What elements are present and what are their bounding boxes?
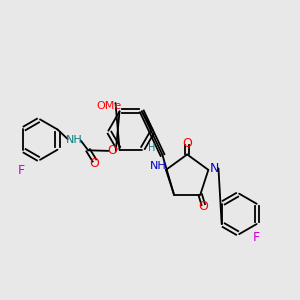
Text: N: N bbox=[210, 162, 220, 175]
Text: O: O bbox=[182, 137, 192, 150]
Text: NH: NH bbox=[150, 161, 167, 171]
Text: H: H bbox=[148, 142, 155, 153]
Text: F: F bbox=[18, 164, 25, 177]
Text: O: O bbox=[89, 158, 99, 170]
Text: O: O bbox=[198, 200, 208, 213]
Text: O: O bbox=[107, 144, 117, 158]
Text: F: F bbox=[253, 231, 260, 244]
Text: NH: NH bbox=[66, 135, 83, 145]
Text: OMe: OMe bbox=[96, 101, 122, 111]
